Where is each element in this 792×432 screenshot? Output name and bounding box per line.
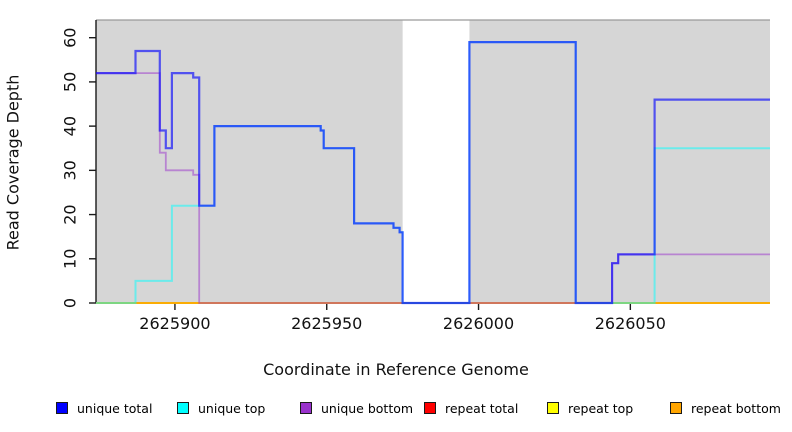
legend-label: repeat bottom <box>691 400 781 416</box>
y-tick-label: 30 <box>61 160 80 180</box>
legend-swatch-repeat_bottom <box>670 402 682 414</box>
y-tick-label: 60 <box>61 28 80 48</box>
y-tick-label: 20 <box>61 204 80 224</box>
legend-item-unique_bottom: unique bottom <box>300 399 413 417</box>
x-axis-title: Coordinate in Reference Genome <box>263 360 529 379</box>
x-tick-label: 2626000 <box>443 314 514 333</box>
y-tick-label: 10 <box>61 249 80 269</box>
x-tick-label: 2626050 <box>595 314 666 333</box>
series-line-unique_total <box>96 41 770 305</box>
legend-label: unique top <box>198 400 266 416</box>
legend-swatch-unique_top <box>177 402 189 414</box>
legend-item-repeat_top: repeat top <box>547 399 633 417</box>
legend-swatch-unique_bottom <box>300 402 312 414</box>
assembly-gap-band <box>402 20 470 303</box>
y-tick-label: 0 <box>61 298 80 308</box>
legend-swatch-unique_total <box>56 402 68 414</box>
legend-item-repeat_total: repeat total <box>424 399 518 417</box>
legend-label: unique total <box>77 400 153 416</box>
y-axis-title: Read Coverage Depth <box>3 74 23 251</box>
legend-swatch-repeat_top <box>547 402 559 414</box>
legend-item-unique_top: unique top <box>177 399 265 417</box>
x-tick-label: 2625950 <box>291 314 362 333</box>
legend-item-repeat_bottom: repeat bottom <box>670 399 781 417</box>
plot-svg: 0 10 20 30 40 50 60 2625900 2625950 2626000 262605… <box>61 19 770 333</box>
legend: unique total unique top unique bottom repea… <box>0 399 792 421</box>
legend-swatch-repeat_total <box>424 402 436 414</box>
y-tick-label: 50 <box>61 72 80 92</box>
legend-label: repeat total <box>445 400 519 416</box>
legend-item-unique_total: unique total <box>56 399 152 417</box>
y-tick-label: 40 <box>61 116 80 136</box>
x-tick-label: 2625900 <box>139 314 210 333</box>
legend-label: repeat top <box>568 400 634 416</box>
legend-label: unique bottom <box>321 400 414 416</box>
